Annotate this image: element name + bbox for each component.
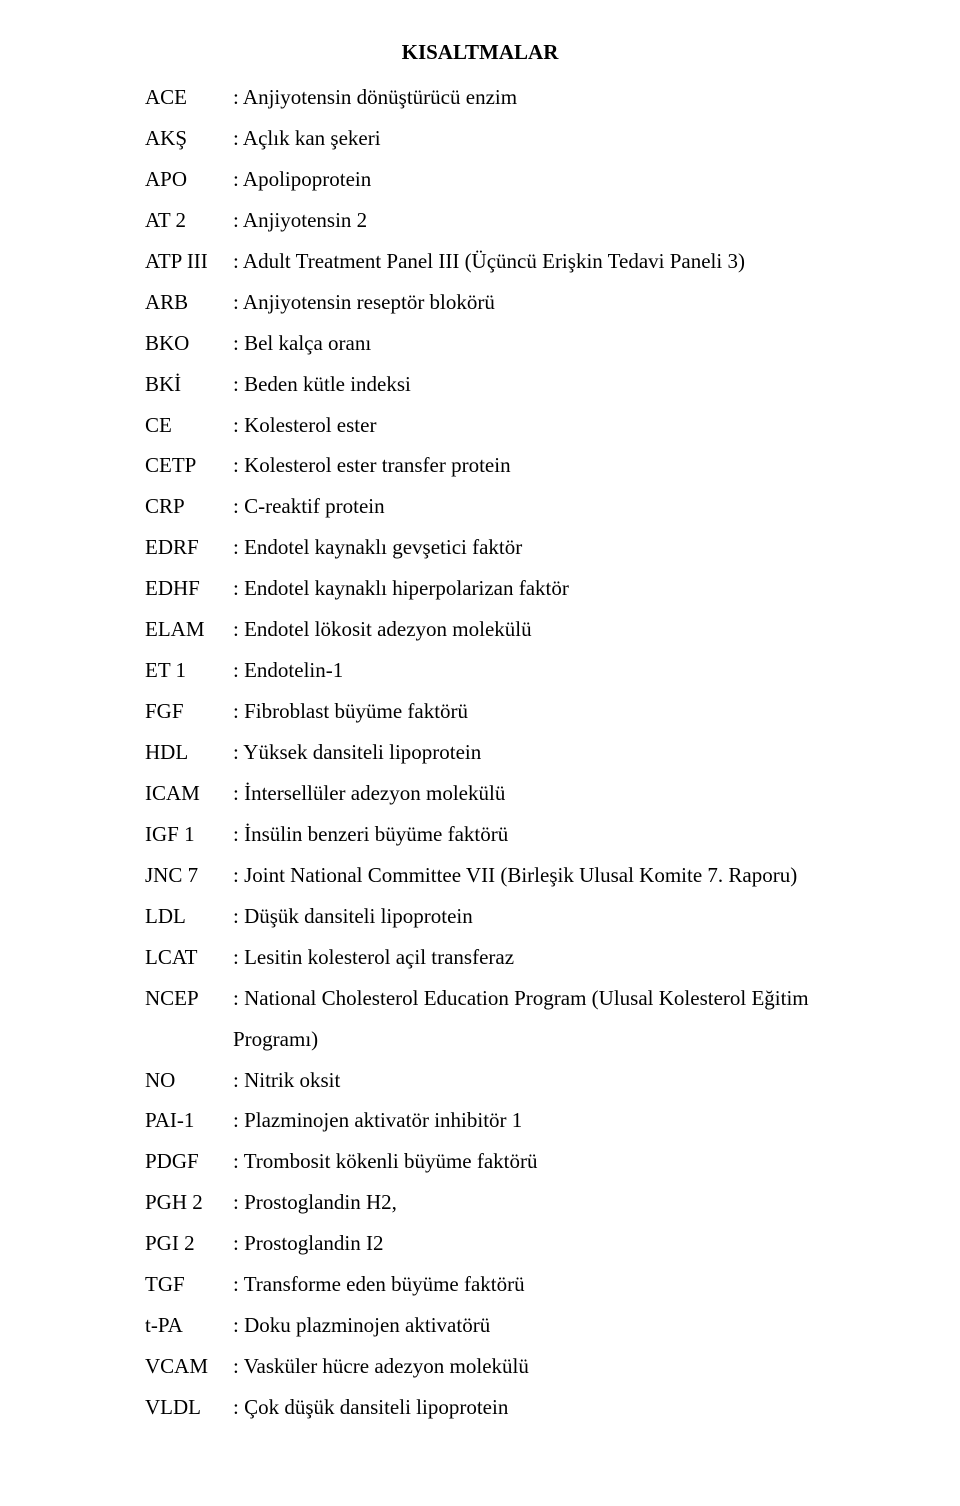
abbr-definition: : Endotel kaynaklı hiperpolarizan faktör <box>233 568 870 609</box>
abbr-term: TGF <box>145 1264 233 1305</box>
abbr-term: JNC 7 <box>145 855 233 896</box>
abbr-definition: : Anjiyotensin reseptör blokörü <box>233 282 870 323</box>
abbr-definition: : Nitrik oksit <box>233 1060 870 1101</box>
abbr-row: BKİ: Beden kütle indeksi <box>145 364 870 405</box>
abbr-term: EDRF <box>145 527 233 568</box>
abbr-row: PAI-1: Plazminojen aktivatör inhibitör 1 <box>145 1100 870 1141</box>
document-page: KISALTMALAR ACE: Anjiyotensin dönüştürüc… <box>0 0 960 1506</box>
abbr-term: PAI-1 <box>145 1100 233 1141</box>
abbr-definition: : Fibroblast büyüme faktörü <box>233 691 870 732</box>
abbr-row: AT 2: Anjiyotensin 2 <box>145 200 870 241</box>
abbr-definition: : Yüksek dansiteli lipoprotein <box>233 732 870 773</box>
abbr-row: CRP: C-reaktif protein <box>145 486 870 527</box>
abbr-row: APO: Apolipoprotein <box>145 159 870 200</box>
abbr-term: APO <box>145 159 233 200</box>
abbr-row: IGF 1: İnsülin benzeri büyüme faktörü <box>145 814 870 855</box>
abbr-term: BKO <box>145 323 233 364</box>
abbr-definition: : Açlık kan şekeri <box>233 118 870 159</box>
abbr-row: PDGF: Trombosit kökenli büyüme faktörü <box>145 1141 870 1182</box>
abbr-definition: : Anjiyotensin dönüştürücü enzim <box>233 77 870 118</box>
abbr-term: ARB <box>145 282 233 323</box>
abbr-term: LCAT <box>145 937 233 978</box>
abbr-row: t-PA: Doku plazminojen aktivatörü <box>145 1305 870 1346</box>
abbr-row: PGH 2: Prostoglandin H2, <box>145 1182 870 1223</box>
abbr-term: ATP III <box>145 241 233 282</box>
abbr-term: CE <box>145 405 233 446</box>
abbr-term: BKİ <box>145 364 233 405</box>
abbr-definition: : Vasküler hücre adezyon molekülü <box>233 1346 870 1387</box>
abbr-term: VCAM <box>145 1346 233 1387</box>
abbr-definition: : Trombosit kökenli büyüme faktörü <box>233 1141 870 1182</box>
abbr-term: VLDL <box>145 1387 233 1428</box>
abbr-term: LDL <box>145 896 233 937</box>
abbr-term: ICAM <box>145 773 233 814</box>
abbr-row: ICAM: İntersellüler adezyon molekülü <box>145 773 870 814</box>
abbr-row: BKO: Bel kalça oranı <box>145 323 870 364</box>
abbr-term: EDHF <box>145 568 233 609</box>
abbr-definition: : National Cholesterol Education Program… <box>233 978 870 1060</box>
abbr-term: PGH 2 <box>145 1182 233 1223</box>
abbr-definition: : Doku plazminojen aktivatörü <box>233 1305 870 1346</box>
abbr-row: PGI 2: Prostoglandin I2 <box>145 1223 870 1264</box>
abbr-definition: : Joint National Committee VII (Birleşik… <box>233 855 870 896</box>
abbr-row: NO: Nitrik oksit <box>145 1060 870 1101</box>
abbr-term: ELAM <box>145 609 233 650</box>
abbr-definition: : Endotel lökosit adezyon molekülü <box>233 609 870 650</box>
abbr-definition: : Endotel kaynaklı gevşetici faktör <box>233 527 870 568</box>
abbr-definition: : Adult Treatment Panel III (Üçüncü Eriş… <box>233 241 870 282</box>
abbr-row: EDHF: Endotel kaynaklı hiperpolarizan fa… <box>145 568 870 609</box>
abbr-term: PGI 2 <box>145 1223 233 1264</box>
abbr-row: LDL: Düşük dansiteli lipoprotein <box>145 896 870 937</box>
abbr-term: AKŞ <box>145 118 233 159</box>
abbr-term: CRP <box>145 486 233 527</box>
abbr-definition: : Endotelin-1 <box>233 650 870 691</box>
abbr-term: ACE <box>145 77 233 118</box>
abbr-term: HDL <box>145 732 233 773</box>
abbr-row: ARB: Anjiyotensin reseptör blokörü <box>145 282 870 323</box>
abbr-row: VCAM: Vasküler hücre adezyon molekülü <box>145 1346 870 1387</box>
abbr-row: CE: Kolesterol ester <box>145 405 870 446</box>
abbr-term: FGF <box>145 691 233 732</box>
abbr-definition: : Beden kütle indeksi <box>233 364 870 405</box>
abbr-term: NO <box>145 1060 233 1101</box>
abbr-definition: : Düşük dansiteli lipoprotein <box>233 896 870 937</box>
abbr-definition: : Kolesterol ester <box>233 405 870 446</box>
abbr-definition: : İnsülin benzeri büyüme faktörü <box>233 814 870 855</box>
abbr-definition: : Çok düşük dansiteli lipoprotein <box>233 1387 870 1428</box>
abbreviation-list: ACE: Anjiyotensin dönüştürücü enzimAKŞ: … <box>145 77 870 1428</box>
abbr-row: ET 1: Endotelin-1 <box>145 650 870 691</box>
abbr-row: FGF: Fibroblast büyüme faktörü <box>145 691 870 732</box>
abbr-row: AKŞ: Açlık kan şekeri <box>145 118 870 159</box>
abbr-row: ATP III: Adult Treatment Panel III (Üçün… <box>145 241 870 282</box>
abbr-term: PDGF <box>145 1141 233 1182</box>
abbr-term: NCEP <box>145 978 233 1019</box>
page-title: KISALTMALAR <box>90 40 870 65</box>
abbr-term: AT 2 <box>145 200 233 241</box>
abbr-definition: : C-reaktif protein <box>233 486 870 527</box>
abbr-definition: : Prostoglandin H2, <box>233 1182 870 1223</box>
abbr-row: TGF: Transforme eden büyüme faktörü <box>145 1264 870 1305</box>
abbr-definition: : Bel kalça oranı <box>233 323 870 364</box>
abbr-row: JNC 7: Joint National Committee VII (Bir… <box>145 855 870 896</box>
abbr-row: NCEP: National Cholesterol Education Pro… <box>145 978 870 1060</box>
abbr-row: ACE: Anjiyotensin dönüştürücü enzim <box>145 77 870 118</box>
abbr-definition: : Apolipoprotein <box>233 159 870 200</box>
abbr-definition: : Lesitin kolesterol açil transferaz <box>233 937 870 978</box>
abbr-definition: : Plazminojen aktivatör inhibitör 1 <box>233 1100 870 1141</box>
abbr-term: ET 1 <box>145 650 233 691</box>
abbr-definition: : Prostoglandin I2 <box>233 1223 870 1264</box>
abbr-definition: : Transforme eden büyüme faktörü <box>233 1264 870 1305</box>
abbr-row: HDL: Yüksek dansiteli lipoprotein <box>145 732 870 773</box>
abbr-row: ELAM: Endotel lökosit adezyon molekülü <box>145 609 870 650</box>
abbr-row: VLDL: Çok düşük dansiteli lipoprotein <box>145 1387 870 1428</box>
abbr-definition: : İntersellüler adezyon molekülü <box>233 773 870 814</box>
abbr-term: t-PA <box>145 1305 233 1346</box>
abbr-row: LCAT: Lesitin kolesterol açil transferaz <box>145 937 870 978</box>
abbr-term: CETP <box>145 445 233 486</box>
abbr-row: EDRF: Endotel kaynaklı gevşetici faktör <box>145 527 870 568</box>
abbr-definition: : Anjiyotensin 2 <box>233 200 870 241</box>
abbr-term: IGF 1 <box>145 814 233 855</box>
abbr-row: CETP: Kolesterol ester transfer protein <box>145 445 870 486</box>
abbr-definition: : Kolesterol ester transfer protein <box>233 445 870 486</box>
